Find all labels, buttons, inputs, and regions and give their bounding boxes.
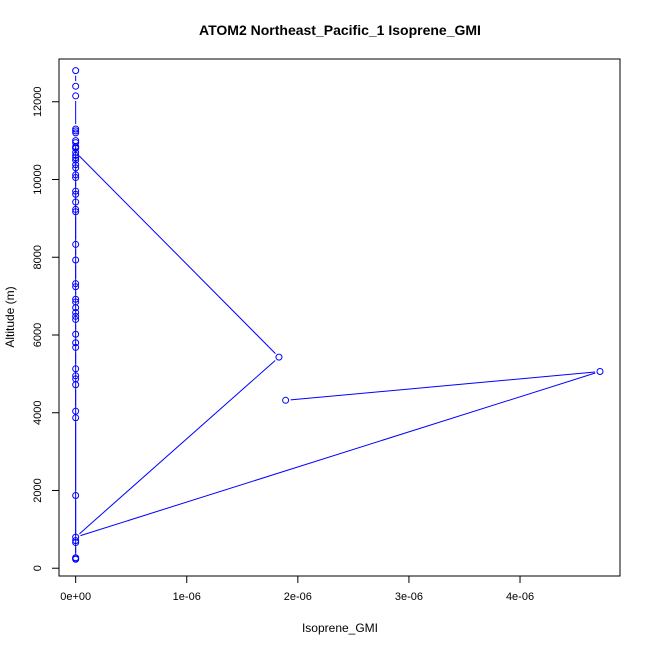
data-point [72, 205, 80, 213]
data-point [72, 304, 80, 312]
data-point [72, 190, 80, 198]
data-point [72, 144, 80, 152]
data-point [72, 414, 80, 422]
y-tick-label: 10000 [32, 164, 44, 195]
data-point [72, 339, 80, 347]
data-point [72, 154, 80, 162]
data-point [72, 365, 80, 373]
series-segment [78, 155, 276, 354]
y-tick-label: 2000 [32, 478, 44, 502]
data-point [72, 372, 80, 380]
data-point [72, 533, 80, 541]
data-point [72, 125, 80, 133]
x-tick-label: 2e-06 [284, 591, 312, 603]
data-point [72, 330, 80, 338]
series-segment [80, 372, 596, 537]
y-tick-label: 6000 [32, 323, 44, 347]
data-point [275, 353, 283, 361]
data-point [72, 492, 80, 500]
data-point [72, 198, 80, 206]
series-segment [290, 371, 596, 401]
y-axis: 0 2000 4000 6000 8000 10000 12000 [32, 86, 60, 571]
y-tick-label: 12000 [32, 86, 44, 117]
series-line [75, 75, 596, 555]
data-point [72, 151, 80, 159]
plot-frame [58, 58, 621, 577]
y-tick-label: 0 [32, 565, 44, 571]
data-point [72, 256, 80, 264]
data-point [72, 208, 80, 216]
data-point [72, 164, 80, 172]
data-point [72, 295, 80, 303]
data-point [72, 127, 80, 135]
x-axis-label: Isoprene_GMI [302, 621, 378, 635]
x-tick-label: 4e-06 [506, 591, 534, 603]
data-point [72, 283, 80, 291]
data-point [72, 129, 80, 137]
data-point [72, 555, 80, 563]
data-point [72, 343, 80, 351]
data-point [596, 368, 604, 376]
data-point [72, 82, 80, 90]
x-tick-label: 0e+00 [60, 591, 91, 603]
data-point [72, 187, 80, 195]
data-point [72, 92, 80, 100]
data-point [72, 240, 80, 248]
data-point [72, 407, 80, 415]
data-point [72, 539, 80, 547]
data-point [72, 148, 80, 156]
series-segment [79, 360, 276, 535]
data-point [72, 537, 80, 545]
y-axis-label: Altitude (m) [3, 286, 17, 347]
data-point [72, 161, 80, 169]
data-point [72, 280, 80, 288]
x-tick-label: 3e-06 [395, 591, 423, 603]
data-point [72, 156, 80, 164]
x-axis: 0e+00 1e-06 2e-06 3e-06 4e-06 [60, 575, 534, 603]
data-point [72, 308, 80, 316]
chart-title: ATOM2 Northeast_Pacific_1 Isoprene_GMI [199, 22, 481, 38]
data-point [72, 174, 80, 182]
data-point [72, 315, 80, 323]
y-tick-label: 4000 [32, 400, 44, 424]
x-tick-label: 1e-06 [173, 591, 201, 603]
data-point [72, 381, 80, 389]
data-point [72, 312, 80, 320]
data-point [72, 67, 80, 75]
data-point [282, 396, 290, 404]
data-point [72, 171, 80, 179]
data-points [72, 67, 604, 563]
y-tick-label: 8000 [32, 245, 44, 269]
